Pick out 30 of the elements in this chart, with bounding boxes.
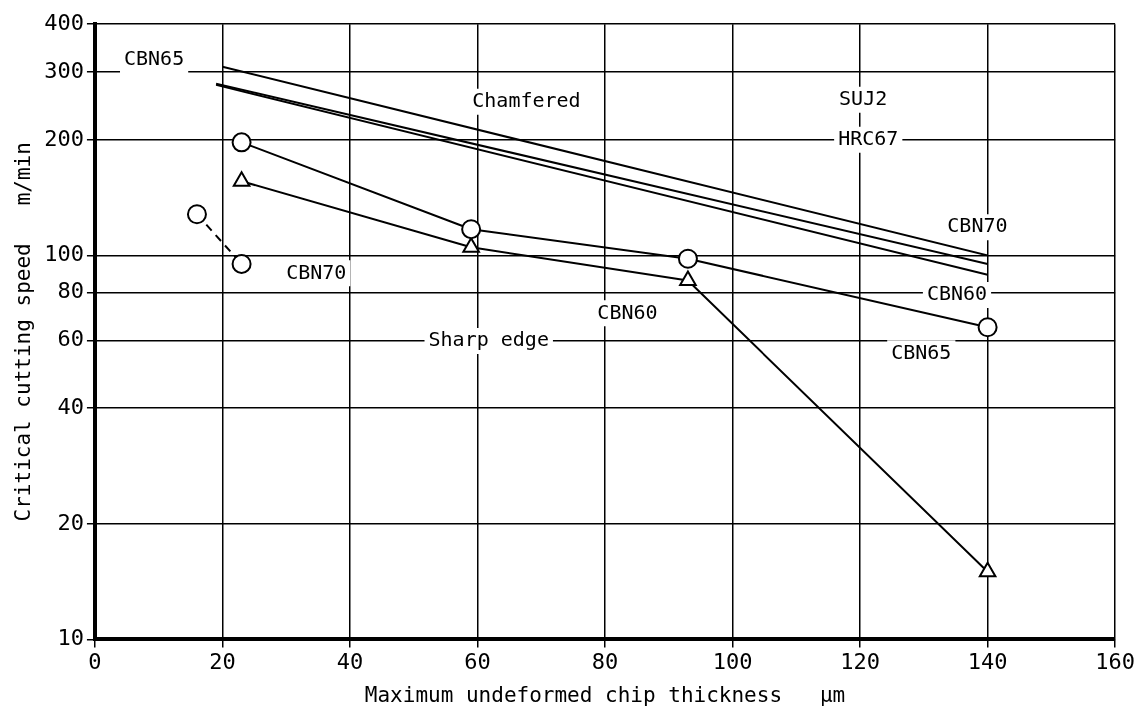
y-tick-label: 10 <box>57 625 84 651</box>
y-tick-label: 60 <box>57 326 84 352</box>
y-axis-title: Critical cutting speed m/min <box>11 142 36 522</box>
annotation: Chamfered <box>472 87 581 112</box>
y-tick-label: 40 <box>57 393 84 419</box>
y-tick-label: 80 <box>57 278 84 304</box>
y-tick-label: 100 <box>44 241 84 267</box>
x-axis-title: Maximum undeformed chip thickness μm <box>364 682 846 707</box>
annotation: HRC67 <box>838 126 899 151</box>
y-tick-label: 300 <box>44 57 84 83</box>
x-tick-label: 160 <box>1095 649 1136 675</box>
x-tick-label: 20 <box>209 649 236 675</box>
annotation: Sharp edge <box>428 327 549 352</box>
y-tick-label: 200 <box>44 125 84 151</box>
y-tick-label: 400 <box>44 9 84 35</box>
annotation: CBN60 <box>926 281 988 306</box>
annotation: CBN65 <box>124 46 185 71</box>
x-tick-label: 120 <box>840 649 880 675</box>
x-tick-label: 40 <box>336 649 364 675</box>
annotation: SUJ2 <box>839 86 888 111</box>
annotation: CBN60 <box>597 299 658 324</box>
x-tick-label: 60 <box>464 649 491 675</box>
annotation: CBN65 <box>891 339 952 364</box>
x-tick-label: 140 <box>967 649 1008 675</box>
annotation: CBN70 <box>286 259 347 284</box>
x-tick-label: 100 <box>712 649 753 675</box>
annotation: CBN70 <box>947 213 1008 238</box>
y-tick-label: 20 <box>57 509 84 535</box>
x-tick-label: 80 <box>591 649 619 675</box>
x-tick-label: 0 <box>88 649 102 675</box>
